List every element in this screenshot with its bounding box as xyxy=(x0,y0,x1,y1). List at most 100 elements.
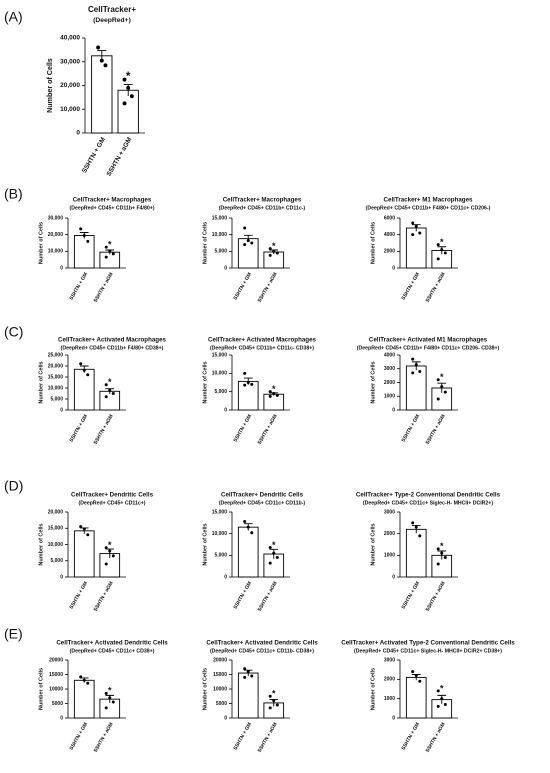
significance-star: * xyxy=(272,384,276,394)
bar xyxy=(263,251,285,269)
data-point xyxy=(411,521,415,525)
bar xyxy=(99,251,121,269)
data-point xyxy=(275,556,279,559)
significance-star: * xyxy=(272,241,276,251)
chart-panel: CellTracker+ Activated Type-2 Convention… xyxy=(341,640,515,754)
data-point xyxy=(104,546,108,550)
data-point xyxy=(122,101,127,106)
data-point xyxy=(104,706,108,710)
y-tick-label: 0 xyxy=(76,130,80,137)
y-tick-label: 1000 xyxy=(384,553,395,559)
data-point xyxy=(418,534,422,538)
data-point xyxy=(108,249,112,253)
y-axis-label: Number of Cells xyxy=(202,361,208,403)
data-point xyxy=(272,699,276,703)
bar xyxy=(237,672,259,719)
significance-star: * xyxy=(440,237,444,247)
data-point xyxy=(126,85,131,90)
x-tick-label: SSHTN + aGM xyxy=(93,722,115,754)
chart-subtitle: (DeepRed+ CD45+ CD11b+ F4/80+) xyxy=(69,205,154,211)
x-tick-label: SSHTN + GM xyxy=(233,414,254,444)
data-point xyxy=(82,234,86,237)
y-tick-label: 0 xyxy=(392,407,395,413)
data-point xyxy=(86,373,90,377)
chart-subtitle: (DeepRed+ CD45+ CD11c+ CD11b- CD38+) xyxy=(210,648,314,654)
data-point xyxy=(275,703,279,707)
chart-panel: (D) CellTracker+ Dendritic Cells(DeepRed+… xyxy=(4,478,154,613)
chart-panel: CellTracker+ Dendritic Cells(DeepRed+ CD… xyxy=(202,492,305,613)
y-tick-label: 5,000 xyxy=(214,249,227,255)
y-axis-label: Number of Cells xyxy=(38,222,44,264)
data-point xyxy=(411,371,415,375)
data-point xyxy=(79,675,83,679)
y-tick-label: 1000 xyxy=(384,696,395,702)
y-tick-label: 20,000 xyxy=(60,82,80,89)
y-tick-label: 2000 xyxy=(384,249,395,255)
data-point xyxy=(440,697,444,701)
y-tick-label: 20,000 xyxy=(48,509,64,515)
y-tick-label: 3000 xyxy=(384,509,395,515)
chart-subtitle: (DeepRed+ CD45+ CD11b+ F4/80+ CD11c+ CD2… xyxy=(357,345,500,351)
data-point xyxy=(104,245,108,249)
chart-title: CellTracker+ M1 Macrophages xyxy=(384,197,473,204)
data-point xyxy=(108,696,112,700)
data-point xyxy=(268,561,272,565)
data-point xyxy=(243,383,247,387)
y-tick-label: 10,000 xyxy=(212,232,228,238)
x-tick-label: SSHTN + aGM xyxy=(257,414,279,446)
panel-label: (A) xyxy=(4,9,23,25)
data-point xyxy=(104,383,108,387)
y-tick-label: 0 xyxy=(60,715,63,721)
x-tick-label: SSHTN + GM xyxy=(401,414,422,444)
y-axis-label: Number of Cells xyxy=(38,668,44,710)
chart-subtitle: (DeepRed+ CD45+ CD11c+) xyxy=(78,500,145,506)
y-tick-label: 2000 xyxy=(384,531,395,537)
panel-label: (C) xyxy=(4,324,23,340)
chart-title: CellTracker+ Activated Type-2 Convention… xyxy=(341,640,515,647)
chart-subtitle: (DeepRed+) xyxy=(93,17,131,24)
y-tick-label: 4000 xyxy=(384,352,395,358)
data-point xyxy=(443,702,447,706)
y-tick-label: 10000 xyxy=(213,686,227,692)
data-point xyxy=(418,370,422,373)
y-tick-label: 1000 xyxy=(384,394,395,400)
y-axis-label: Number of Cells xyxy=(370,361,376,403)
chart-subtitle: (DeepRed+ CD45+ CD11c+ Siglec-H- MHCII+ … xyxy=(354,648,502,654)
data-point xyxy=(246,670,250,674)
significance-star: * xyxy=(440,541,444,551)
chart-title: CellTracker+ Activated Dendritic Cells xyxy=(56,640,168,647)
data-point xyxy=(79,525,83,529)
data-point xyxy=(108,388,112,392)
chart-title: CellTracker+ Activated Macrophages xyxy=(58,337,166,344)
y-tick-label: 10,000 xyxy=(212,371,228,377)
y-tick-label: 0 xyxy=(60,265,63,271)
chart-panel: (C) CellTracker+ Activated Macrophages(De… xyxy=(4,324,167,446)
y-tick-label: 40,000 xyxy=(60,35,80,42)
significance-star: * xyxy=(440,372,444,382)
y-tick-label: 0 xyxy=(224,574,227,580)
bar xyxy=(405,676,427,719)
x-tick-label: SSHTN + GM xyxy=(401,272,422,302)
chart-title: CellTracker+ Macrophages xyxy=(223,197,302,204)
data-point xyxy=(436,243,440,247)
bar xyxy=(73,679,95,719)
significance-star: * xyxy=(126,70,131,83)
x-tick-label: SSHTN + aGM xyxy=(93,581,115,613)
chart-title: CellTracker+ Activated Dendritic Cells xyxy=(206,640,318,647)
y-tick-label: 15,000 xyxy=(212,215,228,221)
chart-subtitle: (DeepRed+ CD45+ CD11c+ CD11b-) xyxy=(219,500,306,506)
data-point xyxy=(436,562,440,566)
y-tick-label: 0 xyxy=(392,715,395,721)
data-point xyxy=(411,357,415,361)
x-tick-label: SSHTN + GM xyxy=(233,722,254,752)
data-point xyxy=(111,252,115,256)
data-point xyxy=(418,231,422,235)
data-point xyxy=(436,378,440,382)
bar xyxy=(237,380,259,411)
x-tick-label: SSHTN + aGM xyxy=(93,414,115,446)
significance-star: * xyxy=(272,689,276,699)
y-tick-label: 15,000 xyxy=(212,352,228,358)
y-tick-label: 5,000 xyxy=(50,558,63,564)
y-axis-label: Number of Cells xyxy=(370,523,376,565)
